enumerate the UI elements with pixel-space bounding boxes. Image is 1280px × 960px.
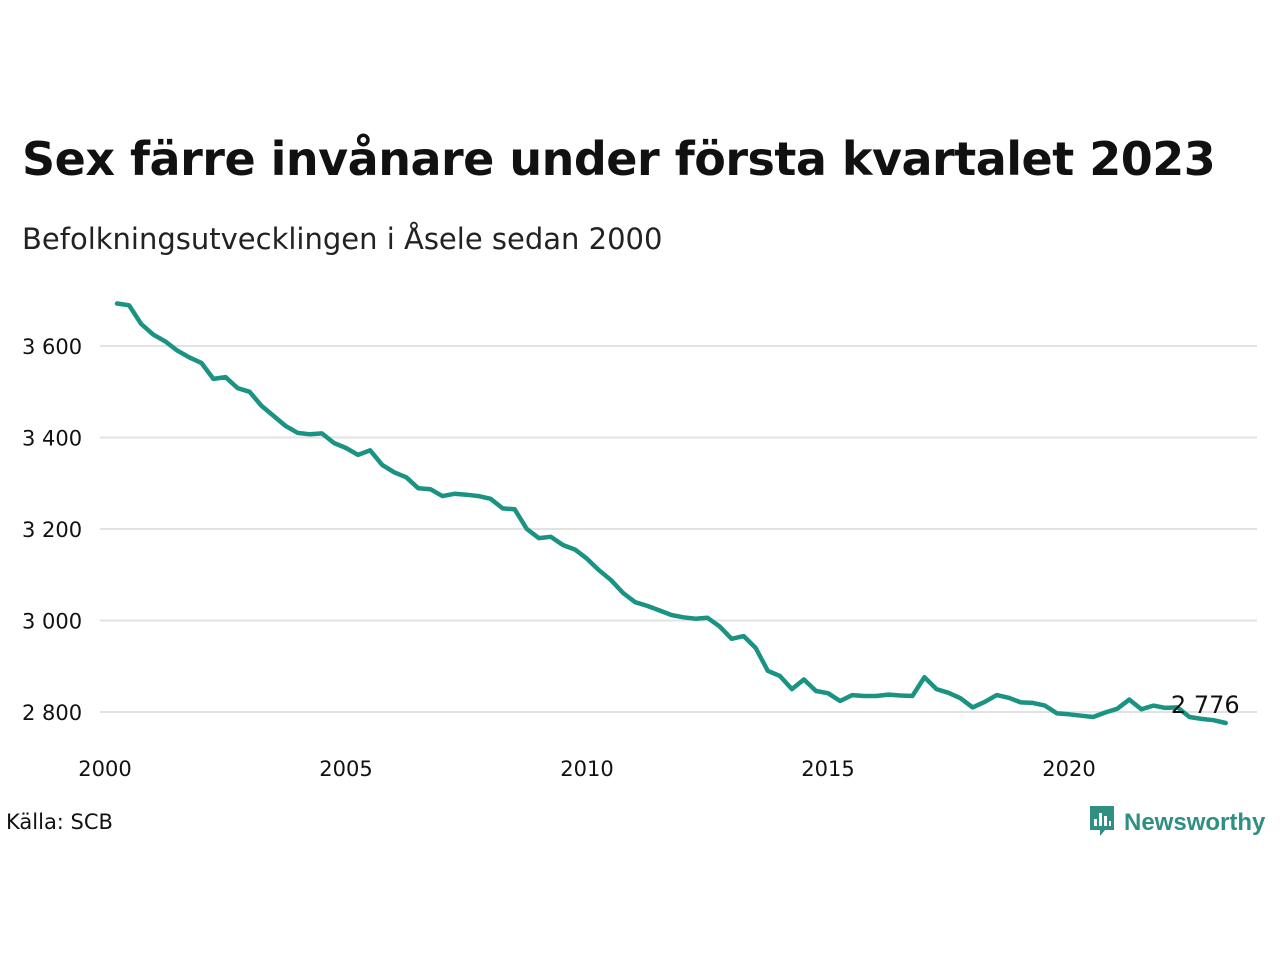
y-tick-label: 2 800 — [22, 701, 82, 725]
x-tick-label: 2010 — [560, 757, 613, 781]
x-tick-label: 2015 — [801, 757, 854, 781]
grid-lines — [100, 345, 1257, 713]
series-layer — [114, 301, 1228, 726]
chart-title: Sex färre invånare under första kvartale… — [22, 132, 1216, 186]
newsworthy-logo-icon — [1088, 804, 1116, 842]
data-labels: 2 776 — [1171, 691, 1240, 719]
y-axis-ticks: 2 800 3 000 3 200 3 400 3 600 — [22, 335, 82, 725]
x-tick-label: 2005 — [319, 757, 372, 781]
x-tick-label: 2000 — [78, 757, 131, 781]
x-tick-label: 2020 — [1042, 757, 1095, 781]
y-tick-label: 3 000 — [22, 610, 82, 634]
source-note: Källa: SCB — [6, 810, 113, 834]
y-tick-label: 3 400 — [22, 427, 82, 451]
y-tick-label: 3 200 — [22, 518, 82, 542]
brand-logo: Newsworthy — [1088, 804, 1265, 842]
brand-name: Newsworthy — [1124, 809, 1266, 836]
x-axis-ticks: 2000 2005 2010 2015 2020 — [78, 757, 1095, 781]
series-line — [114, 301, 1228, 726]
chart-subtitle: Befolkningsutvecklingen i Åsele sedan 20… — [22, 222, 663, 256]
y-tick-label: 3 600 — [22, 335, 82, 359]
end-value-label: 2 776 — [1171, 691, 1240, 719]
